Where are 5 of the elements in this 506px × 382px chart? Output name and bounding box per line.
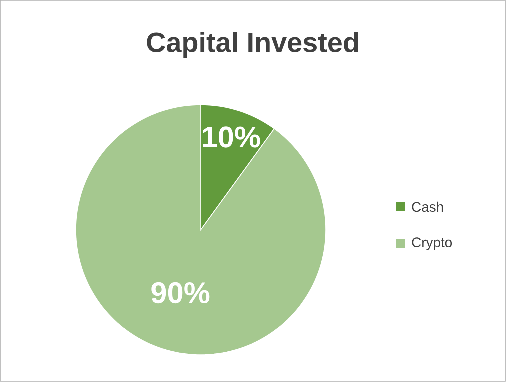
legend-label: Cash [412, 202, 444, 212]
data-label: 90% [152, 282, 210, 304]
chart-title: Capital Invested [147, 32, 358, 58]
legend-label: Crypto [412, 238, 452, 250]
data-label: 10% [203, 126, 260, 148]
